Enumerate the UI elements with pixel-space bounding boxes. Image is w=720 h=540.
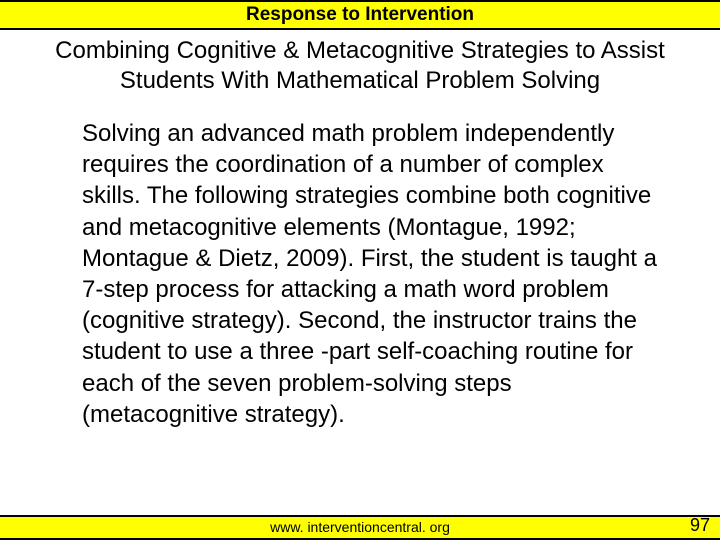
slide-body: Solving an advanced math problem indepen… [0,106,720,430]
page-number: 97 [690,515,710,536]
footer-bar: www. interventioncentral. org [0,515,720,540]
slide-title: Combining Cognitive & Metacognitive Stra… [0,30,720,106]
header-bar: Response to Intervention [0,0,720,30]
header-title: Response to Intervention [246,4,474,25]
footer-url: www. interventioncentral. org [270,519,450,535]
